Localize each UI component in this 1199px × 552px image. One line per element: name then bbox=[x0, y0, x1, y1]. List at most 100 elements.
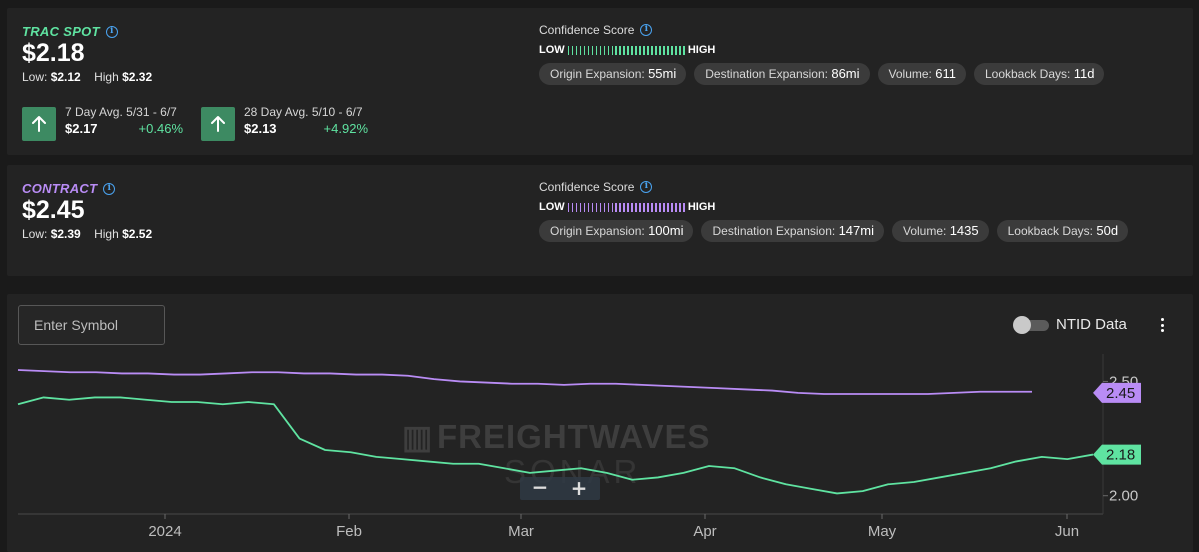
last-value-labels: 2.45 2.18 bbox=[1093, 382, 1141, 465]
more-options-icon[interactable] bbox=[1155, 316, 1169, 334]
avg-28-value: $2.13 bbox=[244, 121, 277, 136]
x-tick-label: Feb bbox=[336, 523, 362, 540]
confidence-tick bbox=[683, 202, 685, 212]
confidence-tick bbox=[623, 45, 626, 55]
confidence-tick bbox=[599, 45, 602, 55]
confidence-tick bbox=[595, 45, 598, 55]
confidence-tick bbox=[607, 45, 610, 55]
confidence-tick bbox=[647, 45, 649, 55]
x-tick-label: May bbox=[868, 523, 897, 540]
avg-28-change: +4.92% bbox=[323, 121, 368, 136]
spot-high-value: $2.32 bbox=[122, 70, 153, 84]
contract-ticker: CONTRACT i bbox=[22, 181, 116, 196]
confidence-tick bbox=[667, 45, 669, 55]
confidence-tick bbox=[651, 202, 653, 212]
confidence-tick bbox=[571, 202, 574, 212]
confidence-tick bbox=[639, 202, 641, 212]
x-tick-label: Mar bbox=[508, 523, 534, 540]
confidence-tick bbox=[567, 202, 570, 212]
confidence-tick bbox=[611, 202, 614, 212]
confidence-tick bbox=[627, 202, 630, 212]
destination-expansion-chip: Destination Expansion: 147mi bbox=[701, 220, 884, 242]
spot-ticker: TRAC SPOT i bbox=[22, 24, 118, 39]
volume-chip: Volume: 611 bbox=[877, 63, 966, 85]
confidence-high-label: HIGH bbox=[687, 44, 716, 56]
contract-low-value: $2.39 bbox=[50, 227, 81, 241]
line-chart: ▥ FREIGHTWAVES SONAR 2024 Feb Mar Apr May Jun… bbox=[17, 354, 1141, 540]
ntid-label: NTID Data bbox=[1056, 316, 1127, 333]
confidence-tick bbox=[603, 202, 606, 212]
zoom-out-button[interactable]: − bbox=[532, 475, 549, 499]
high-label: High bbox=[94, 70, 119, 84]
avg-7-day: 7 Day Avg. 5/31 - 6/7 $2.17 +0.46% bbox=[22, 105, 183, 141]
confidence-tick bbox=[587, 202, 590, 212]
contract-price: $2.45 bbox=[22, 196, 85, 224]
confidence-scale: LOW HIGH bbox=[539, 44, 1104, 56]
confidence-tick bbox=[599, 202, 602, 212]
confidence-tick bbox=[619, 202, 622, 212]
ntid-toggle[interactable] bbox=[1013, 316, 1049, 334]
confidence-tick bbox=[635, 202, 637, 212]
last-value-flag: 2.45 bbox=[1093, 382, 1141, 403]
confidence-tick bbox=[659, 45, 661, 55]
confidence-tick bbox=[627, 45, 630, 55]
confidence-tick bbox=[655, 45, 657, 55]
high-label: High bbox=[94, 227, 119, 241]
confidence-tick bbox=[643, 202, 645, 212]
origin-expansion-chip: Origin Expansion: 55mi bbox=[539, 63, 687, 85]
confidence-tick bbox=[675, 45, 677, 55]
x-tick-label: Apr bbox=[693, 523, 716, 540]
info-icon[interactable]: i bbox=[105, 25, 118, 38]
confidence-tick bbox=[615, 202, 618, 212]
origin-expansion-chip: Origin Expansion: 100mi bbox=[539, 220, 694, 242]
confidence-tick bbox=[679, 45, 681, 55]
spot-confidence: Confidence Score i LOW HIGH Origin Expan… bbox=[539, 23, 1105, 85]
lookback-days-chip: Lookback Days: 11d bbox=[973, 63, 1105, 85]
confidence-tick bbox=[603, 45, 606, 55]
zoom-in-button[interactable]: + bbox=[571, 476, 588, 500]
last-value-flag: 2.18 bbox=[1093, 444, 1141, 465]
confidence-tick bbox=[607, 202, 610, 212]
info-icon[interactable]: i bbox=[103, 182, 116, 195]
confidence-title: Confidence Score bbox=[539, 180, 635, 194]
confidence-scale: LOW HIGH bbox=[539, 201, 1128, 213]
avg-28-label: 28 Day Avg. 5/10 - 6/7 bbox=[244, 105, 363, 119]
arrow-up-icon bbox=[22, 107, 56, 141]
symbol-search-input[interactable] bbox=[18, 305, 165, 345]
lookback-days-chip: Lookback Days: 50d bbox=[996, 220, 1129, 242]
watermark-top: FREIGHTWAVES bbox=[437, 418, 711, 455]
low-label: Low: bbox=[22, 70, 48, 84]
confidence-tick bbox=[575, 202, 578, 212]
flag-shape bbox=[1093, 444, 1141, 465]
confidence-tick bbox=[643, 45, 645, 55]
contract-ticker-label: CONTRACT bbox=[22, 181, 98, 196]
contract-confidence: Confidence Score i LOW HIGH Origin Expan… bbox=[539, 180, 1129, 242]
confidence-ticks bbox=[567, 45, 685, 55]
confidence-tick bbox=[579, 202, 582, 212]
toggle-knob bbox=[1013, 316, 1031, 334]
confidence-tick bbox=[679, 202, 681, 212]
confidence-low-label: LOW bbox=[539, 44, 565, 56]
info-icon[interactable]: i bbox=[640, 24, 653, 36]
x-axis-ticks: 2024 Feb Mar Apr May Jun bbox=[148, 514, 1079, 540]
confidence-tick bbox=[631, 202, 634, 212]
confidence-tick bbox=[675, 202, 677, 212]
info-icon[interactable]: i bbox=[640, 181, 653, 193]
chart-panel: NTID Data ▥ FREIGHTWAVES SONAR 2024 Feb Ma… bbox=[7, 294, 1193, 552]
spot-price: $2.18 bbox=[22, 39, 85, 67]
series-line bbox=[17, 369, 1032, 395]
confidence-tick bbox=[591, 202, 594, 212]
confidence-tick bbox=[663, 45, 665, 55]
avg-7-label: 7 Day Avg. 5/31 - 6/7 bbox=[65, 105, 177, 119]
flag-shape bbox=[1093, 382, 1141, 403]
series-group bbox=[17, 369, 1094, 495]
watermark-icon: ▥ bbox=[402, 419, 432, 455]
confidence-high-label: HIGH bbox=[687, 201, 716, 213]
confidence-tick bbox=[567, 45, 570, 55]
confidence-title: Confidence Score bbox=[539, 23, 635, 37]
confidence-tick bbox=[631, 45, 634, 55]
confidence-tick bbox=[579, 45, 582, 55]
confidence-low-label: LOW bbox=[539, 201, 565, 213]
confidence-tick bbox=[683, 45, 685, 55]
confidence-tick bbox=[615, 45, 618, 55]
